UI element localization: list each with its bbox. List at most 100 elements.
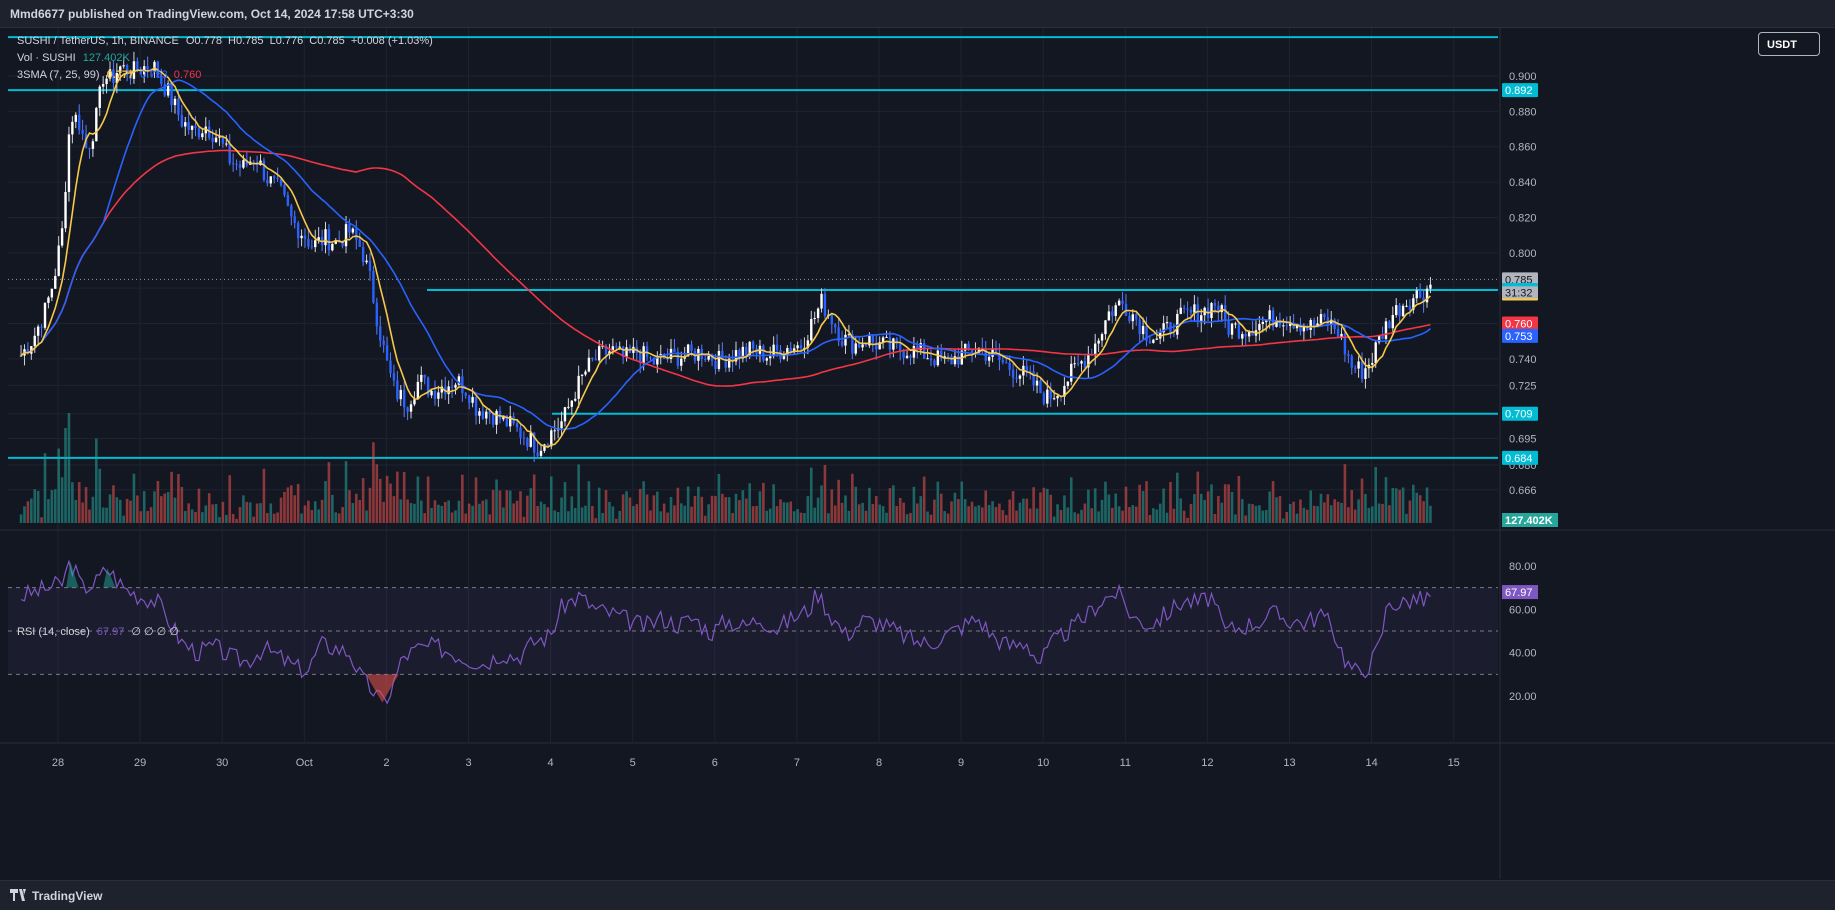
candle-body bbox=[714, 360, 717, 369]
candle-body bbox=[1145, 325, 1148, 342]
volume-bar bbox=[443, 501, 447, 523]
candle-body bbox=[686, 344, 690, 357]
candle-body bbox=[1179, 307, 1182, 314]
candle-body bbox=[970, 349, 974, 355]
volume-bar bbox=[1364, 493, 1367, 523]
candle-body bbox=[440, 386, 444, 393]
candle-body bbox=[125, 65, 129, 76]
candle-body bbox=[1241, 334, 1244, 339]
volume-bar bbox=[560, 497, 563, 523]
volume-bar bbox=[1042, 487, 1046, 523]
candle-body bbox=[348, 224, 351, 233]
volume-bar bbox=[792, 511, 796, 523]
candle-body bbox=[854, 343, 857, 354]
candle-body bbox=[173, 98, 177, 106]
volume-bar bbox=[827, 513, 830, 523]
candle-body bbox=[33, 335, 36, 347]
volume-bar bbox=[515, 500, 519, 523]
volume-bar bbox=[272, 513, 276, 523]
candle-body bbox=[1182, 307, 1186, 309]
candle-body bbox=[724, 358, 727, 368]
candle-body bbox=[690, 344, 693, 351]
time-tick-label: 29 bbox=[134, 757, 146, 769]
candle-body bbox=[146, 66, 149, 70]
candle-body bbox=[245, 160, 249, 165]
candle-body bbox=[899, 342, 902, 351]
candle-body bbox=[1398, 305, 1401, 317]
candle-body bbox=[36, 326, 40, 336]
candle-body bbox=[276, 177, 279, 179]
volume-bar bbox=[851, 473, 854, 523]
candle-body bbox=[950, 356, 953, 365]
time-tick-label: 30 bbox=[216, 757, 228, 769]
volume-bar bbox=[809, 467, 813, 523]
volume-bar bbox=[478, 503, 481, 523]
candle-body bbox=[936, 350, 940, 366]
volume-bar bbox=[943, 511, 946, 523]
volume-bar bbox=[922, 476, 926, 523]
candle-body bbox=[437, 392, 440, 399]
volume-bar bbox=[354, 493, 358, 523]
price-tag bbox=[1502, 406, 1538, 421]
volume-bar bbox=[262, 468, 266, 523]
candle-body bbox=[611, 346, 615, 352]
volume-bar bbox=[519, 491, 522, 523]
candle-body bbox=[238, 164, 242, 168]
price-tag-label: 0.760 bbox=[1505, 319, 1533, 331]
volume-bar bbox=[413, 503, 416, 523]
candle-body bbox=[211, 137, 214, 142]
volume-bar bbox=[638, 488, 642, 523]
volume-bar bbox=[1340, 502, 1343, 523]
candle-body bbox=[707, 354, 710, 360]
candle-body bbox=[1288, 322, 1292, 327]
volume-bar bbox=[471, 505, 474, 523]
rsi-tick-label: 60.00 bbox=[1509, 604, 1537, 616]
candle-body bbox=[769, 356, 772, 359]
candle-body bbox=[710, 354, 714, 361]
volume-bar bbox=[1073, 512, 1076, 523]
rsi-oversold-fill bbox=[365, 674, 399, 703]
rsi-tick-label: 80.00 bbox=[1509, 561, 1537, 573]
volume-bar bbox=[450, 512, 454, 523]
chart-area[interactable]: 28 29 30 Oct 2 3 4 5 6 7 8 9 10 11 12 13 14 15 0.666 0.680 0… bbox=[0, 28, 1835, 879]
volume-bar bbox=[426, 476, 430, 523]
volume-bar bbox=[91, 496, 95, 523]
candle-body bbox=[1063, 385, 1066, 397]
volume-bar bbox=[228, 475, 232, 523]
price-chart-svg[interactable]: 28 29 30 Oct 2 3 4 5 6 7 8 9 10 11 12 13 14 150.6660.6800… bbox=[0, 28, 1835, 879]
volume-bar bbox=[1022, 498, 1025, 523]
volume-bar bbox=[844, 495, 847, 523]
volume-bar bbox=[283, 491, 286, 523]
candle-body bbox=[327, 229, 331, 251]
volume-bar bbox=[1285, 511, 1289, 523]
candle-body bbox=[502, 415, 505, 420]
candle-body bbox=[1087, 353, 1090, 368]
sma-legend: 3SMA (7, 25, 99) 0.777 0.753 0.760 bbox=[17, 69, 201, 81]
candle-body bbox=[909, 355, 912, 358]
volume-bar bbox=[50, 490, 54, 523]
volume-bar bbox=[1425, 487, 1429, 523]
currency-button[interactable]: USDT bbox=[1758, 32, 1820, 56]
candle-body bbox=[933, 360, 936, 366]
price-tick-label: 0.880 bbox=[1509, 106, 1537, 118]
volume-bar bbox=[970, 501, 974, 523]
volume-bar bbox=[1134, 506, 1138, 523]
candle-body bbox=[1131, 314, 1135, 322]
candle-body bbox=[1230, 323, 1234, 335]
candle-body bbox=[1258, 324, 1261, 331]
volume-bar bbox=[861, 502, 864, 523]
volume-bar bbox=[1282, 518, 1285, 523]
rsi-tick-label: 40.00 bbox=[1509, 648, 1537, 660]
volume-bar bbox=[734, 493, 738, 523]
candle-body bbox=[420, 374, 423, 382]
volume-bar bbox=[690, 506, 693, 523]
candle-body bbox=[204, 126, 207, 134]
close-value: C0.785 bbox=[309, 35, 345, 47]
candle-body bbox=[601, 346, 604, 348]
volume-bar bbox=[286, 487, 290, 523]
candle-body bbox=[875, 342, 878, 350]
volume-bar bbox=[765, 510, 769, 523]
price-tag bbox=[1502, 83, 1538, 98]
volume-bar bbox=[1237, 476, 1241, 523]
candle-body bbox=[1076, 363, 1080, 365]
